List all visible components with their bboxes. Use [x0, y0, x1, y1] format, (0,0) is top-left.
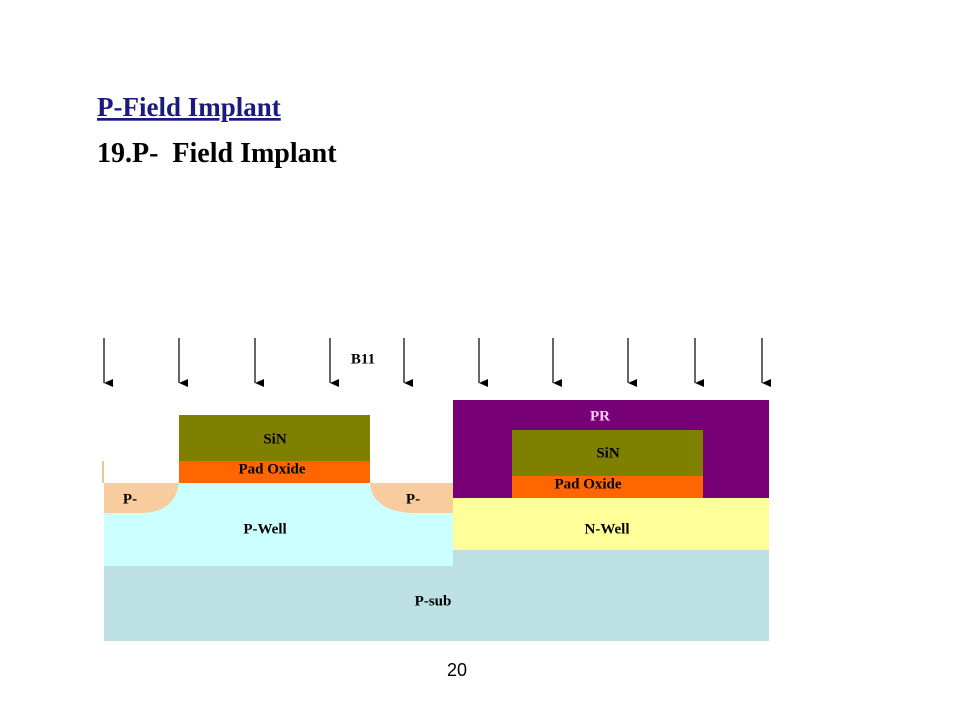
page-number: 20 — [447, 660, 467, 680]
region-label: Pad Oxide — [238, 461, 305, 477]
region-label: SiN — [263, 431, 287, 447]
slide-subtitle: 19.P- Field Implant — [97, 138, 337, 169]
implant-arrows — [103, 338, 771, 387]
slide-title: P-Field Implant — [97, 92, 281, 122]
edge-oxide — [102, 461, 104, 483]
p-minus-left — [104, 483, 179, 513]
pad-oxide-right — [512, 476, 703, 498]
pad-oxide-left — [179, 461, 370, 483]
region-label: P-sub — [415, 593, 452, 609]
sin-left — [179, 415, 370, 461]
implant-label: B11 — [351, 351, 375, 367]
n-well — [453, 498, 769, 550]
region-label: SiN — [596, 445, 620, 461]
region-label: P- — [406, 491, 420, 507]
sin-right — [512, 430, 703, 476]
region-label: PR — [590, 408, 610, 424]
p-minus-middle — [370, 483, 453, 513]
region-label: N-Well — [585, 521, 630, 537]
region-label: Pad Oxide — [554, 476, 621, 492]
region-label: P- — [123, 491, 137, 507]
region-label: P-Well — [243, 521, 286, 537]
